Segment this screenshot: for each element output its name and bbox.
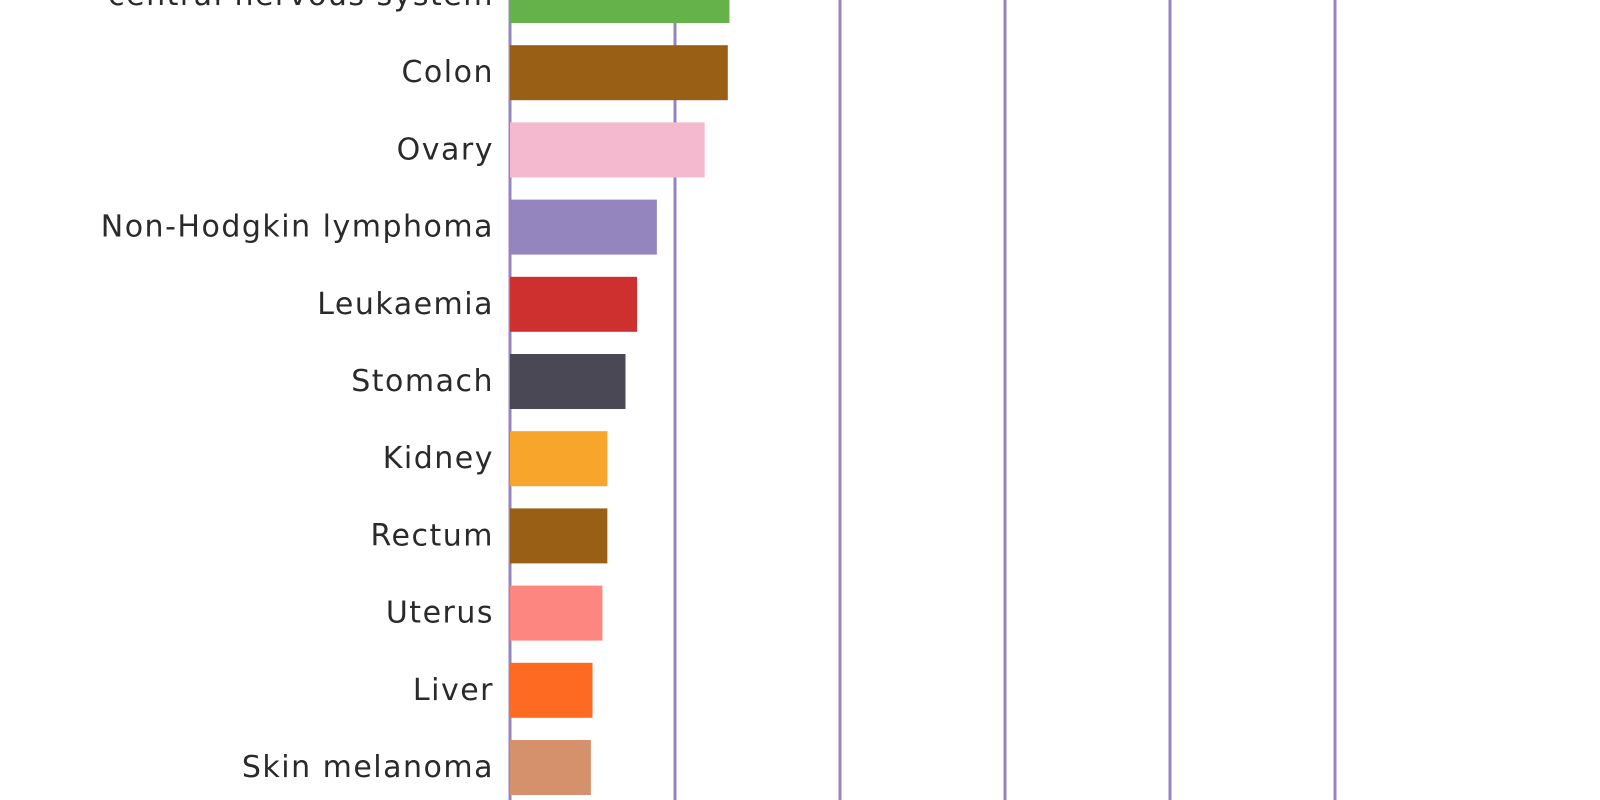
category-label: Liver: [413, 673, 494, 708]
bar: [510, 585, 603, 641]
bar: [510, 354, 626, 409]
gridlines: [508, 0, 1337, 800]
category-label: central nervous system: [108, 0, 494, 13]
category-label: Leukaemia: [317, 287, 494, 322]
bar: [510, 276, 638, 332]
bar: [510, 45, 728, 101]
bar: [510, 662, 593, 718]
category-labels: central nervous system Colon Ovary Non-Hodg…: [101, 0, 494, 785]
category-label: Rectum: [371, 518, 494, 553]
bar: [510, 199, 657, 255]
bar: [510, 431, 608, 487]
bar: [510, 740, 591, 795]
category-label: Kidney: [383, 441, 494, 476]
bars: [510, 0, 730, 795]
category-label: Skin melanoma: [242, 750, 494, 785]
bar: [510, 0, 730, 23]
category-label: Non-Hodgkin lymphoma: [101, 210, 494, 245]
bar: [510, 122, 705, 178]
category-label: Stomach: [351, 364, 494, 399]
category-label: Uterus: [386, 596, 494, 631]
category-label: Ovary: [397, 132, 494, 167]
category-label: Colon: [401, 55, 494, 90]
bar: [510, 508, 608, 564]
